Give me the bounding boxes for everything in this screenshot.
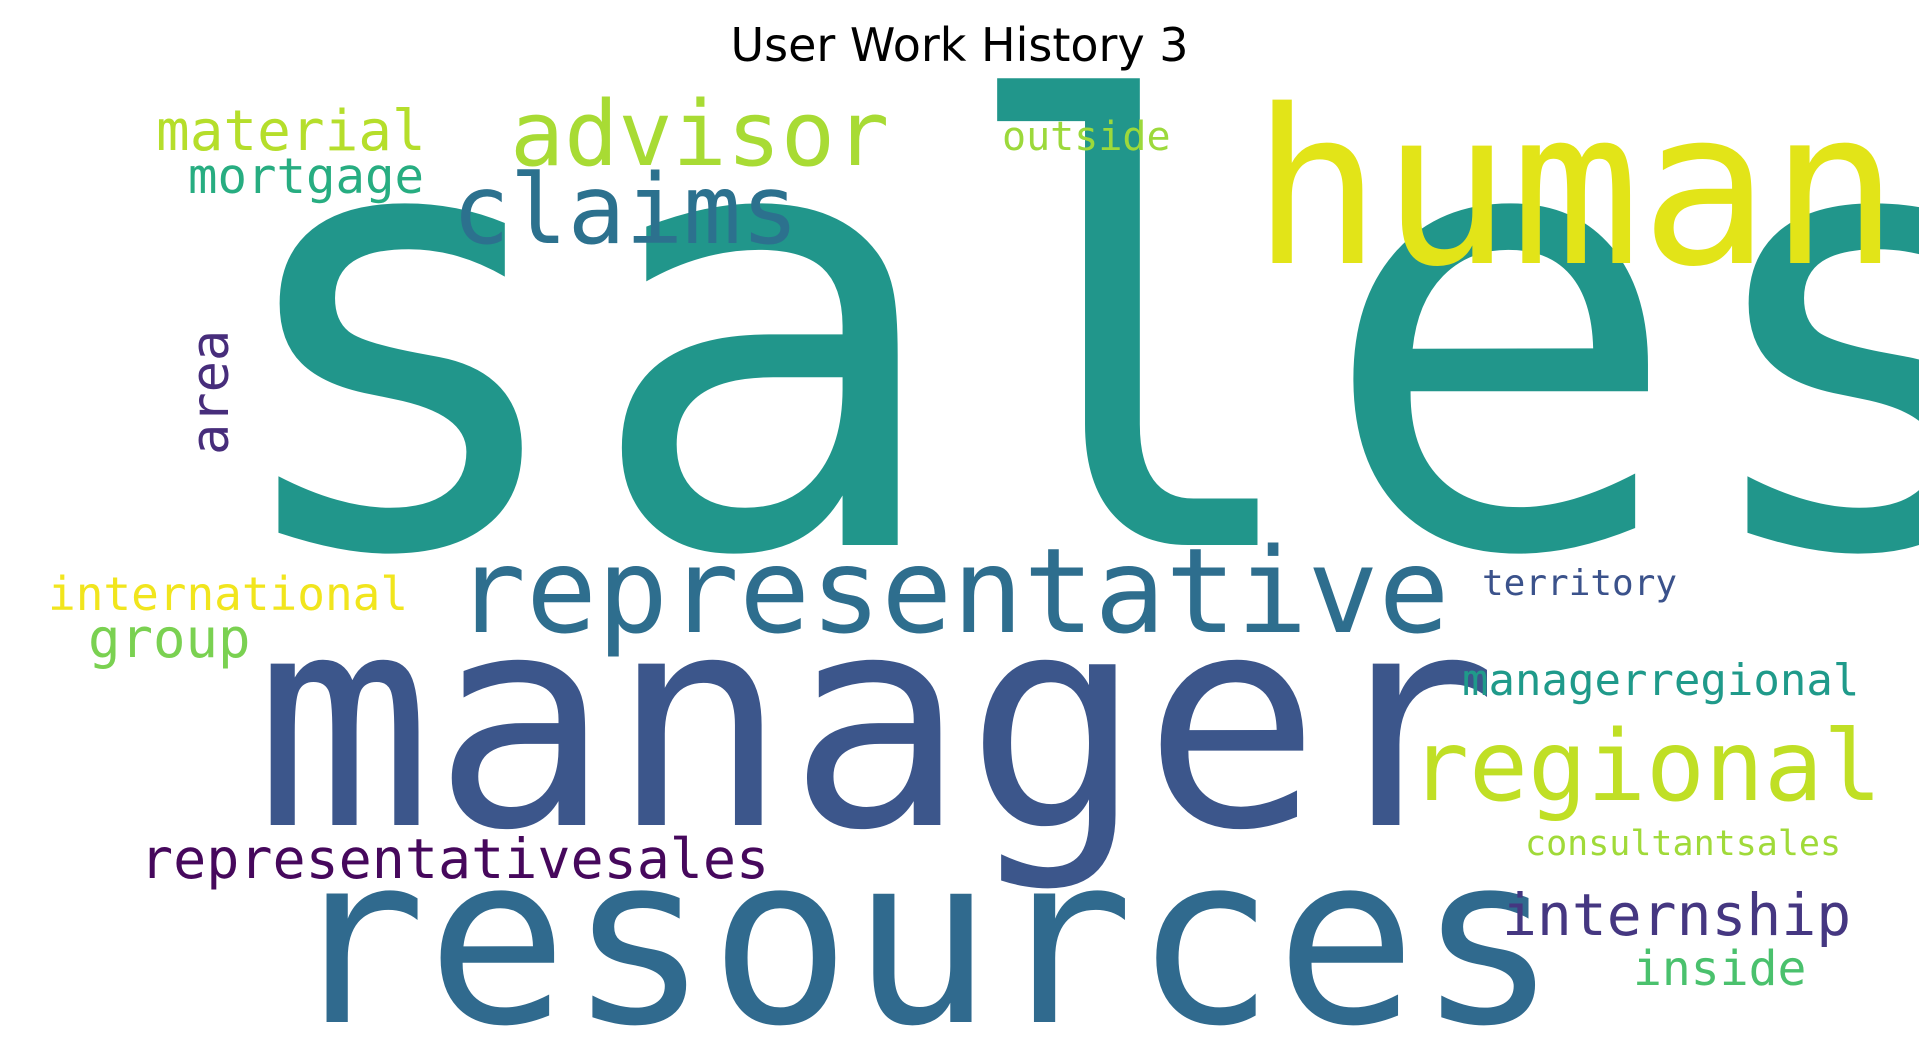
word-international: international xyxy=(48,567,408,621)
word-representative: representative xyxy=(455,522,1450,660)
figure-title: User Work History 3 xyxy=(730,18,1189,72)
word-mortgage: mortgage xyxy=(188,148,424,205)
word-outside: outside xyxy=(1002,114,1171,160)
word-representativesales: representativesales xyxy=(140,827,769,891)
word-consultantsales: consultantsales xyxy=(1525,824,1841,864)
word-human: human xyxy=(1252,63,1899,314)
word-territory: territory xyxy=(1482,563,1677,604)
word-claims: claims xyxy=(452,154,799,266)
word-managerregional: managerregional xyxy=(1462,655,1859,706)
word-regional: regional xyxy=(1410,710,1882,824)
word-internship: internship xyxy=(1502,881,1851,949)
word-advisor: advisor xyxy=(510,82,889,187)
word-resources: resources xyxy=(285,805,1558,1053)
word-material: material xyxy=(156,99,426,164)
word-inside: inside xyxy=(1633,941,1806,997)
word-manager: manager xyxy=(255,551,1498,895)
word-sales: sales xyxy=(215,0,1919,689)
word-area: area xyxy=(181,330,241,455)
word-group: group xyxy=(88,607,251,670)
